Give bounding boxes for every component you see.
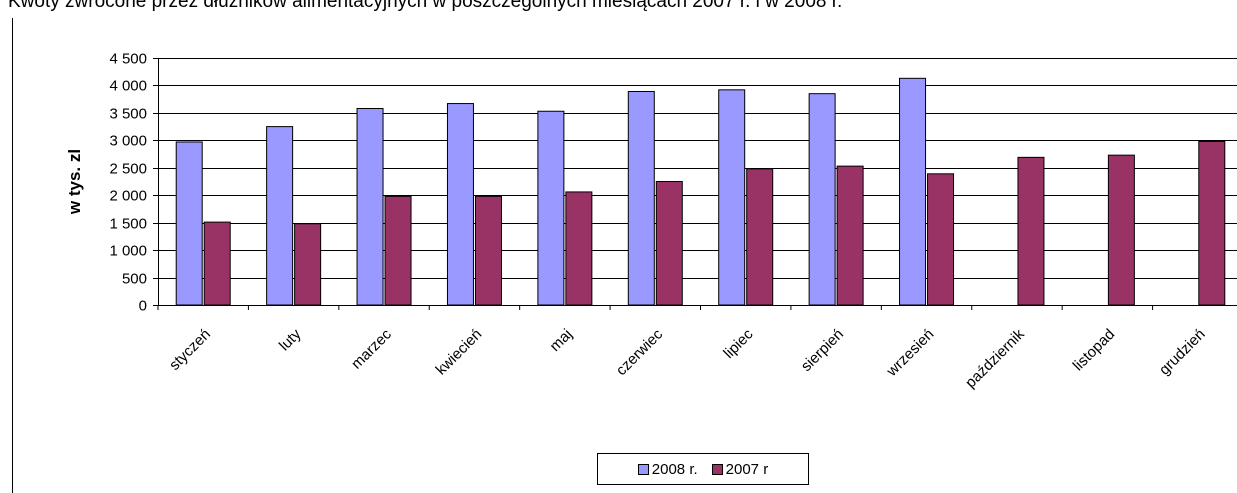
bar-2008-1 bbox=[266, 126, 294, 306]
y-tick-label: 1 500 bbox=[109, 216, 147, 233]
y-tick-label: 1 000 bbox=[109, 243, 147, 260]
legend-label-2008: 2008 r. bbox=[651, 460, 698, 478]
bar-2007-9 bbox=[1017, 156, 1045, 306]
y-tick-label: 4 500 bbox=[109, 51, 147, 68]
bar-2007-0 bbox=[203, 221, 231, 306]
x-category-label: maj bbox=[547, 326, 576, 355]
bar-2008-0 bbox=[175, 141, 203, 306]
bar-2008-6 bbox=[718, 89, 746, 306]
x-category-label: lipiec bbox=[720, 325, 757, 362]
x-category-label: listopad bbox=[1070, 326, 1119, 375]
x-category-label: luty bbox=[276, 325, 305, 354]
x-category-label: grudzień bbox=[1156, 326, 1209, 379]
bar-2007-8 bbox=[927, 173, 955, 306]
legend-label-2007: 2007 r bbox=[725, 460, 769, 478]
x-category-label: październik bbox=[962, 325, 1028, 391]
y-tick-label: 2 000 bbox=[109, 188, 147, 205]
y-tick-label: 0 bbox=[139, 298, 147, 315]
x-category-label: czerwiec bbox=[613, 325, 667, 379]
chart-title: Kwoty zwrócone przez dłużników alimentac… bbox=[8, 0, 843, 12]
y-axis-label: w tys. zl bbox=[65, 149, 84, 215]
bar-2008-4 bbox=[537, 110, 565, 306]
x-category-label: marzec bbox=[348, 325, 395, 372]
legend: 2008 r. 2007 r bbox=[597, 453, 809, 485]
x-category-label: sierpień bbox=[798, 326, 847, 375]
y-tick-label: 3 000 bbox=[109, 133, 147, 150]
legend-item-2008: 2008 r. bbox=[637, 460, 698, 478]
bar-2007-7 bbox=[836, 165, 864, 306]
frame-left-border bbox=[12, 18, 13, 493]
x-category-label: styczeń bbox=[166, 326, 214, 374]
bar-2007-11 bbox=[1198, 140, 1226, 306]
bar-2008-2 bbox=[356, 107, 384, 306]
y-tick-label: 4 000 bbox=[109, 78, 147, 95]
bar-2007-5 bbox=[655, 181, 683, 306]
bar-2007-1 bbox=[294, 223, 322, 306]
bar-2008-5 bbox=[627, 90, 655, 306]
y-tick-label: 500 bbox=[122, 271, 147, 288]
bar-2008-8 bbox=[899, 77, 927, 306]
legend-swatch-2008 bbox=[637, 463, 649, 475]
y-tick-label: 2 500 bbox=[109, 161, 147, 178]
bar-2007-4 bbox=[565, 191, 593, 306]
bar-2007-2 bbox=[384, 195, 412, 306]
legend-item-2007: 2007 r bbox=[711, 460, 769, 478]
bar-2007-6 bbox=[746, 168, 774, 306]
x-category-label: kwiecień bbox=[433, 326, 486, 379]
bar-2007-10 bbox=[1107, 154, 1135, 306]
bar-2007-3 bbox=[474, 195, 502, 306]
x-category-label: wrzesień bbox=[883, 326, 938, 381]
bar-2008-7 bbox=[808, 93, 836, 306]
y-tick-label: 3 500 bbox=[109, 106, 147, 123]
legend-swatch-2007 bbox=[711, 463, 723, 475]
bar-2008-3 bbox=[446, 103, 474, 306]
